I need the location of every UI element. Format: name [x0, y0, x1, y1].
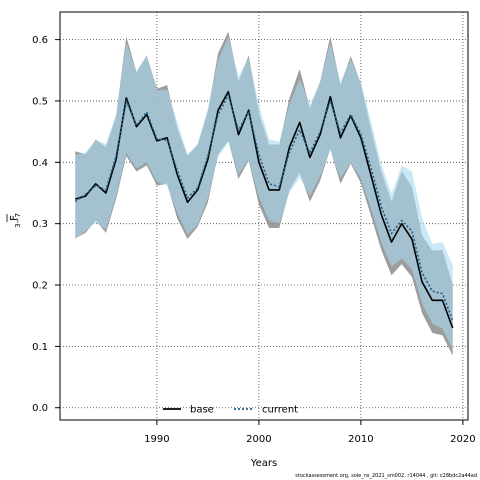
legend-label-current: current	[262, 405, 298, 416]
y-tick-label: 0.5	[32, 96, 48, 107]
x-tick-label: 2010	[348, 434, 373, 445]
y-tick-label: 0.0	[32, 403, 48, 414]
series-lines	[74, 90, 454, 329]
line-current	[74, 94, 454, 321]
y-axis-title: F 3−7	[6, 213, 22, 228]
legend: base current	[163, 405, 298, 416]
confidence-bands	[75, 31, 453, 356]
y-tick-label: 0.6	[32, 35, 48, 46]
y-axis-title-main: F	[9, 215, 20, 221]
x-tick-label: 2020	[450, 434, 475, 445]
axis-ticks: 1990 2000 2010 2020 0.0 0.1 0.2 0.3 0.4 0.5 0.6	[32, 35, 476, 445]
y-tick-label: 0.4	[32, 158, 48, 169]
x-axis-title: Years	[250, 458, 277, 469]
y-axis-title-subscript: 3−7	[14, 213, 22, 228]
y-tick-label: 0.2	[32, 281, 48, 292]
x-tick-label: 2000	[246, 434, 271, 445]
y-tick-label: 0.1	[32, 342, 48, 353]
legend-label-base: base	[190, 405, 214, 416]
source-caption: stockassessment.org, sole_ns_2021_sm002,…	[295, 473, 477, 479]
x-tick-label: 1990	[144, 434, 169, 445]
y-tick-label: 0.3	[32, 219, 48, 230]
band-current	[75, 37, 453, 350]
plot-frame	[59, 11, 469, 421]
line-base	[75, 90, 454, 329]
